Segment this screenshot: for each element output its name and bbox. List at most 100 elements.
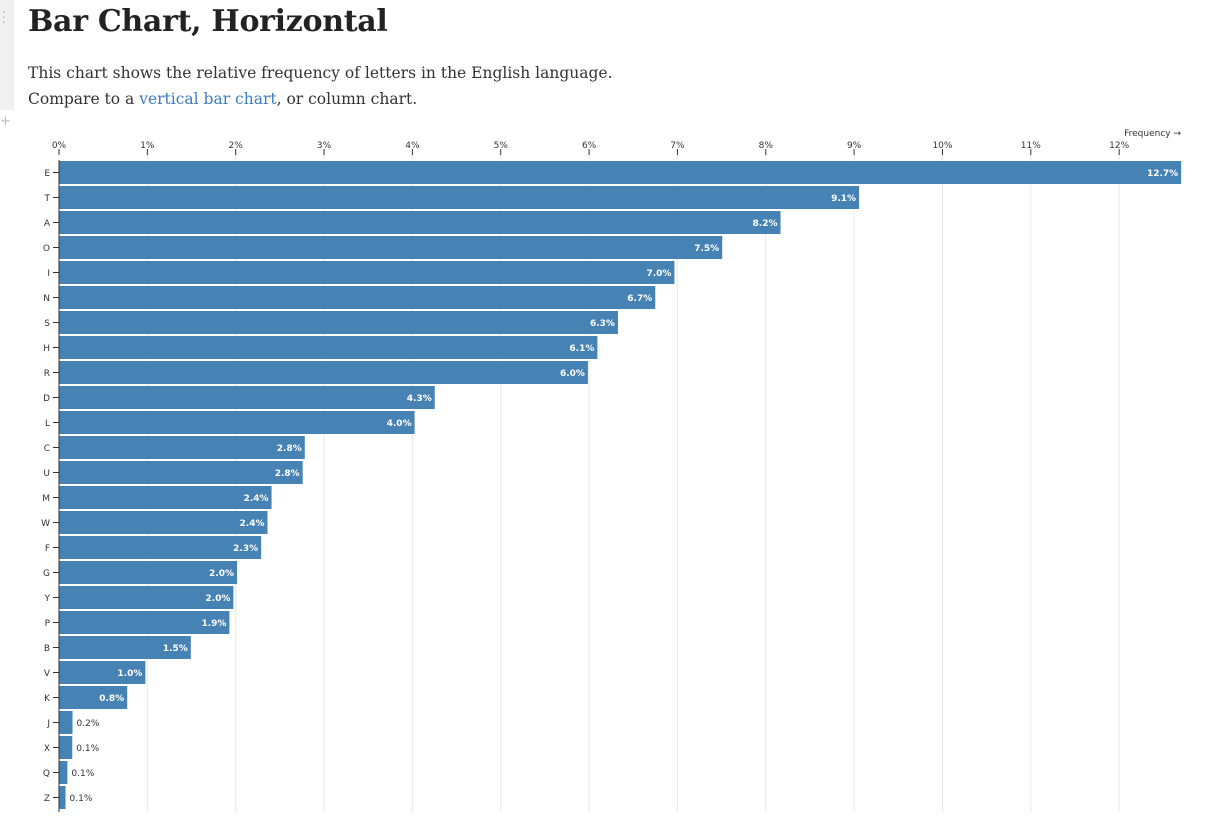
bar (59, 761, 68, 784)
page-title: Bar Chart, Horizontal (28, 4, 388, 39)
x-tick-label: 12% (1109, 141, 1129, 151)
description-text: This chart shows the relative frequency … (28, 64, 613, 108)
y-tick-label: N (43, 294, 50, 304)
bar (59, 461, 303, 484)
description-text-end: , or column chart. (276, 90, 418, 108)
y-tick-label: J (46, 719, 50, 729)
bar-value-label: 2.8% (277, 444, 302, 454)
x-tick-label: 1% (140, 141, 155, 151)
bar-value-label: 0.1% (76, 744, 99, 754)
y-tick-label: H (43, 344, 50, 354)
x-tick-label: 3% (317, 141, 332, 151)
bar (59, 661, 146, 684)
y-tick-label: V (44, 669, 51, 679)
bar (59, 386, 435, 409)
y-tick-label: Q (43, 769, 50, 779)
bar-value-label: 0.1% (71, 769, 94, 779)
x-tick-label: 7% (670, 141, 685, 151)
y-tick-label: M (42, 494, 50, 504)
x-tick-label: 4% (405, 141, 420, 151)
bar-value-label: 0.1% (70, 794, 93, 804)
bar-value-label: 9.1% (831, 194, 856, 204)
x-tick-label: 10% (932, 141, 952, 151)
bar-value-label: 4.3% (407, 394, 432, 404)
bar-value-label: 2.3% (233, 544, 258, 554)
y-tick-label: C (44, 444, 50, 454)
bar-value-label: 0.8% (99, 694, 124, 704)
bar-value-label: 8.2% (753, 219, 778, 229)
bar-value-label: 1.5% (163, 644, 188, 654)
bar (59, 411, 415, 434)
y-tick-label: I (47, 269, 50, 279)
bar-value-label: 6.3% (590, 319, 615, 329)
y-tick-label: G (43, 569, 50, 579)
x-tick-label: 11% (1021, 141, 1041, 151)
y-tick-label: L (45, 419, 50, 429)
bar-value-label: 0.2% (77, 719, 100, 729)
y-tick-label: E (44, 169, 50, 179)
bar-value-label: 4.0% (387, 419, 412, 429)
y-tick-label: Y (44, 594, 51, 604)
bar (59, 686, 128, 709)
bar (59, 711, 73, 734)
y-tick-label: O (43, 244, 50, 254)
bar-value-label: 2.0% (209, 569, 234, 579)
bar (59, 236, 723, 259)
x-tick-label: 8% (759, 141, 774, 151)
y-tick-label: U (43, 469, 50, 479)
y-tick-label: B (44, 644, 50, 654)
drag-handle-icon[interactable]: · · · (2, 6, 6, 29)
bar-value-label: 6.0% (560, 369, 585, 379)
add-cell-icon[interactable]: + (0, 114, 11, 129)
bar (59, 161, 1182, 184)
bar-value-label: 2.0% (205, 594, 230, 604)
bar-value-label: 7.5% (694, 244, 719, 254)
bar (59, 361, 588, 384)
bar-value-label: 6.1% (569, 344, 594, 354)
bar (59, 211, 781, 234)
y-tick-label: Z (44, 794, 50, 804)
bar (59, 736, 73, 759)
bar (59, 786, 66, 809)
y-tick-label: D (43, 394, 50, 404)
bar-value-label: 12.7% (1147, 169, 1178, 179)
bar (59, 636, 191, 659)
y-tick-label: S (44, 319, 50, 329)
bar-value-label: 1.0% (117, 669, 142, 679)
y-tick-label: F (45, 544, 50, 554)
bar-value-label: 1.9% (201, 619, 226, 629)
bar (59, 536, 262, 559)
bar (59, 286, 656, 309)
bar (59, 586, 234, 609)
y-tick-label: K (44, 694, 51, 704)
bar (59, 561, 238, 584)
y-tick-label: A (44, 219, 51, 229)
bar-value-label: 2.4% (244, 494, 269, 504)
bar (59, 486, 272, 509)
y-tick-label: R (44, 369, 50, 379)
x-tick-label: 0% (52, 141, 67, 151)
bar (59, 511, 268, 534)
bar-value-label: 7.0% (646, 269, 671, 279)
y-tick-label: T (44, 194, 51, 204)
y-tick-label: P (45, 619, 51, 629)
x-tick-label: 2% (229, 141, 244, 151)
vertical-bar-chart-link[interactable]: vertical bar chart (139, 90, 277, 108)
x-tick-label: 6% (582, 141, 597, 151)
y-tick-label: X (44, 744, 50, 754)
x-tick-label: 9% (847, 141, 862, 151)
bar (59, 436, 305, 459)
y-tick-label: W (41, 519, 50, 529)
bar (59, 186, 860, 209)
chart-description: This chart shows the relative frequency … (28, 60, 688, 112)
bar-value-label: 2.4% (240, 519, 265, 529)
cell-gutter (0, 0, 14, 110)
bar-value-label: 6.7% (627, 294, 652, 304)
bar (59, 311, 618, 334)
x-tick-label: 5% (494, 141, 509, 151)
bar (59, 261, 675, 284)
x-axis-label: Frequency → (1124, 129, 1181, 139)
bar-value-label: 2.8% (275, 469, 300, 479)
bar (59, 336, 598, 359)
